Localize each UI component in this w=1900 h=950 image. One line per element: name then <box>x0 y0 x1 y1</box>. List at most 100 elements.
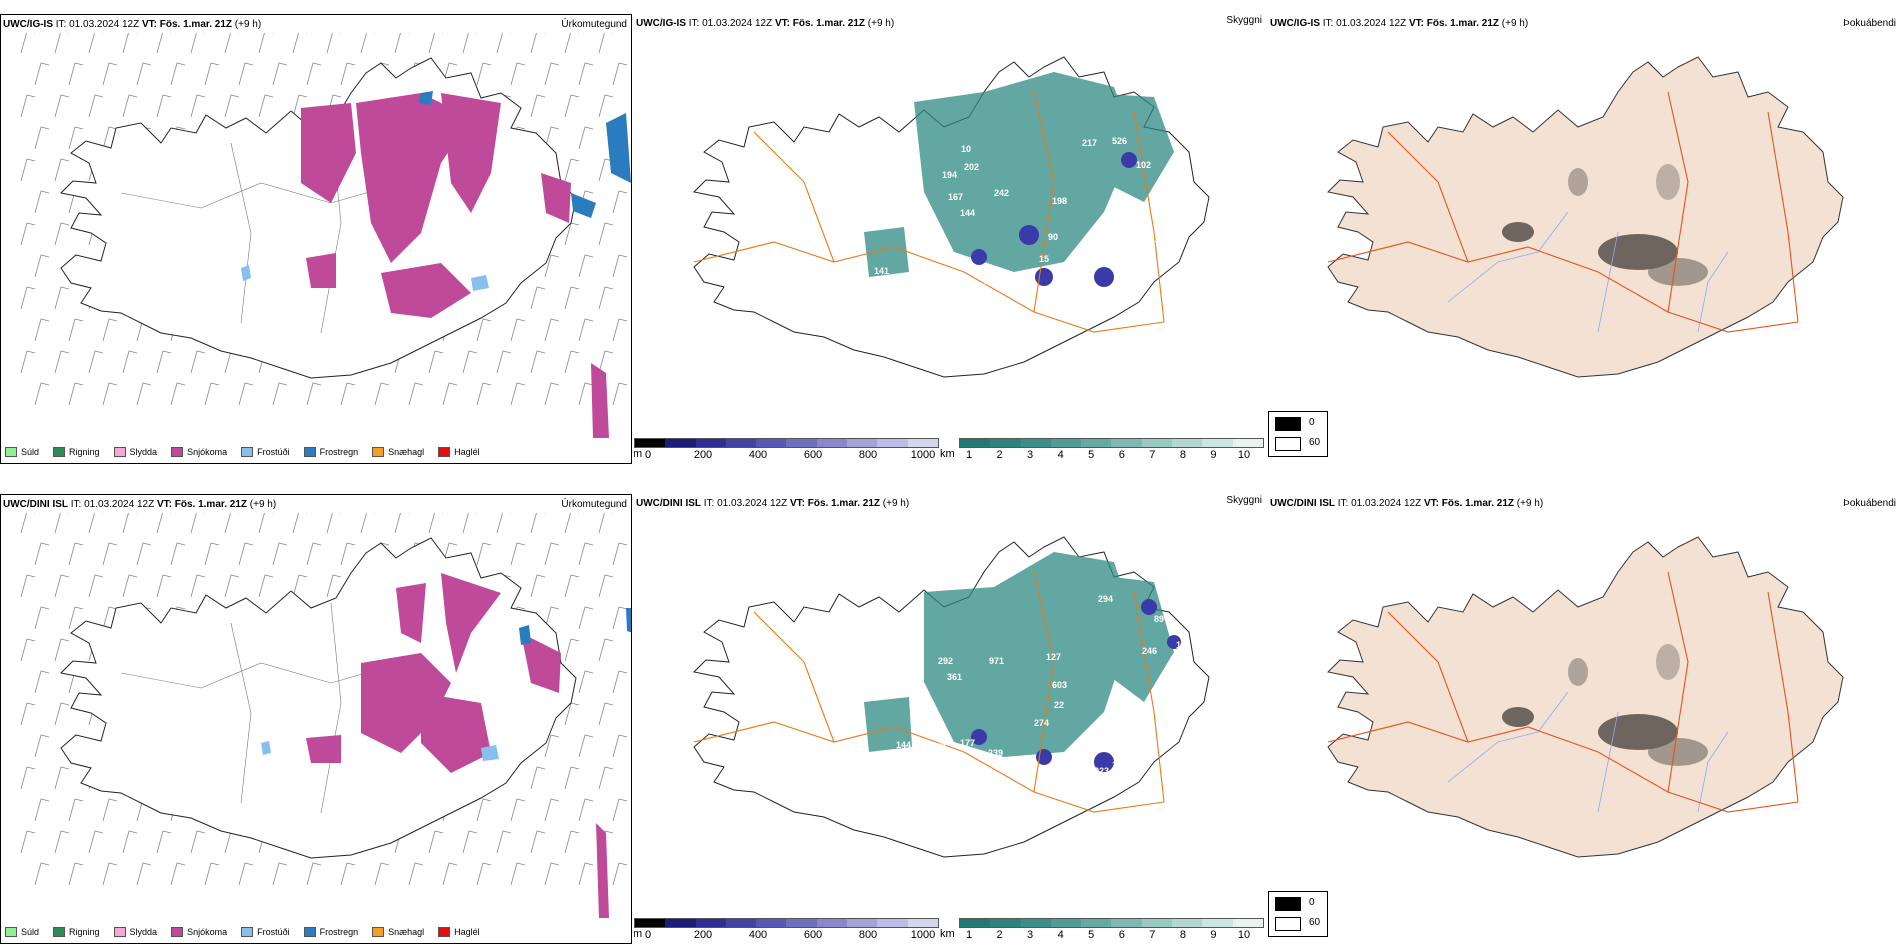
wind-barb <box>204 542 220 566</box>
precip-legend-label: Rigning <box>69 447 100 457</box>
wind-barb <box>102 862 118 886</box>
cloud-base-panel-bottom: UWC/DINI ISL IT: 01.03.2024 12Z VT: Fös.… <box>634 494 1266 944</box>
precip-legend-label: Súld <box>21 447 40 457</box>
wind-barb <box>238 62 254 86</box>
precip-legend-label: Snjókoma <box>187 927 228 937</box>
colorbar-segment <box>786 439 817 447</box>
wind-barb <box>272 542 288 566</box>
wind-barb <box>612 190 628 214</box>
colorbar-tick-label: 2 <box>996 929 1003 941</box>
precip-legend-item: Haglél <box>438 927 480 937</box>
precip-legend-label: Súld <box>21 927 40 937</box>
wind-barb <box>598 222 614 246</box>
cloud-base-value: 89 <box>1154 614 1164 624</box>
precip-legend-label: Snjókoma <box>187 447 228 457</box>
fog-legend-swatch-60 <box>1275 437 1301 451</box>
wind-barb <box>476 318 492 342</box>
cloud-base-value: 246 <box>1142 646 1157 656</box>
cloud-base-value: 102 <box>1136 160 1151 170</box>
colorbar-tick-label: 1000 <box>910 929 936 941</box>
cloud-base-value: 144 <box>960 208 975 218</box>
wind-barb <box>578 798 594 822</box>
colorbar-tick-label: 7 <box>1149 929 1156 941</box>
snow-areas <box>306 573 609 918</box>
wind-barb <box>34 542 50 566</box>
wind-barb <box>20 350 36 374</box>
iceland-outline <box>1326 56 1844 378</box>
cloud-base-value: 22 <box>1054 700 1064 710</box>
wind-barb <box>20 702 36 726</box>
precip-legend-label: Slydda <box>129 927 158 937</box>
panel-name: Þokuábendi <box>1843 498 1896 509</box>
colorbar-segment <box>786 919 817 927</box>
iceland-outline <box>59 537 577 859</box>
colorbar-tick-label: 400 <box>748 449 768 461</box>
precip-legend-item: Súld <box>5 447 39 457</box>
wind-barb <box>190 33 205 54</box>
wind-barb <box>326 33 341 54</box>
colorbar-tick-label: 7 <box>1149 449 1156 461</box>
colorbar-km-bar <box>959 438 1264 448</box>
precip-legend-item: Slydda <box>113 447 157 457</box>
wind-barb <box>530 513 545 534</box>
colorbar-tick-label: 3 <box>1027 929 1034 941</box>
colorbar-segment <box>756 439 787 447</box>
wind-barb <box>68 318 84 342</box>
colorbar-segment <box>1141 439 1173 447</box>
region-borders <box>120 602 402 814</box>
wind-barb <box>20 33 35 54</box>
cloud-base-value: 217 <box>1082 138 1097 148</box>
wind-barb <box>564 350 580 374</box>
wind-barb <box>224 94 240 118</box>
precip-legend-item: Snæhagl <box>372 927 424 937</box>
colorbar-segment <box>1141 919 1173 927</box>
colorbar-visibility: 1 2 3 4 5 6 7 8 9 10 km <box>940 438 1264 462</box>
wind-barb <box>564 766 580 790</box>
wind-barb <box>598 94 614 118</box>
wind-barb <box>258 574 274 598</box>
colorbar-segment <box>1050 439 1082 447</box>
wind-barb <box>136 62 152 86</box>
cloud-base-value: 10 <box>961 144 971 154</box>
precip-legend-label: Snæhagl <box>388 447 425 457</box>
wind-barb <box>598 702 614 726</box>
cloud-base-value: 176 <box>1164 234 1179 244</box>
wind-barb <box>564 830 580 854</box>
cloud-base-value: 171 <box>932 742 947 752</box>
colorbar-segment <box>877 439 908 447</box>
wind-barb <box>598 33 613 54</box>
wind-barb <box>54 222 70 246</box>
wind-barb <box>476 62 492 86</box>
precip-legend-swatch <box>113 447 126 457</box>
wind-barb <box>612 254 628 278</box>
wind-barb <box>496 33 511 54</box>
fog-legend-label-60: 60 <box>1309 437 1321 448</box>
panel-title: UWC/DINI ISL IT: 01.03.2024 12Z VT: Fös.… <box>636 498 910 509</box>
wind-barb <box>374 382 390 406</box>
wind-barb <box>136 382 152 406</box>
precip-legend-swatch <box>372 927 385 937</box>
wind-barb <box>598 350 614 374</box>
precip-legend-item: Haglél <box>438 447 480 457</box>
colorbar-tick-label: 800 <box>858 449 878 461</box>
wind-barb <box>122 574 138 598</box>
wind-barb <box>462 33 477 54</box>
wind-barb <box>34 318 50 342</box>
wind-barb <box>476 862 492 886</box>
wind-barb <box>612 318 628 342</box>
colorbar-tick-label: 8 <box>1179 449 1186 461</box>
wind-barb <box>578 382 594 406</box>
wind-barb <box>258 513 273 534</box>
wind-barb <box>34 606 50 630</box>
fog-map <box>1326 56 1844 378</box>
precip-legend-label: Frostúði <box>257 447 290 457</box>
wind-barb <box>238 542 254 566</box>
fog-legend-swatch-60 <box>1275 917 1301 931</box>
wind-barb <box>102 126 118 150</box>
wind-barb <box>122 94 138 118</box>
precip-legend-swatch <box>5 927 17 937</box>
colorbar-tick-label: 6 <box>1118 449 1125 461</box>
precip-legend-label: Frostúði <box>257 927 290 937</box>
wind-barb <box>496 513 511 534</box>
wind-barb <box>578 62 594 86</box>
